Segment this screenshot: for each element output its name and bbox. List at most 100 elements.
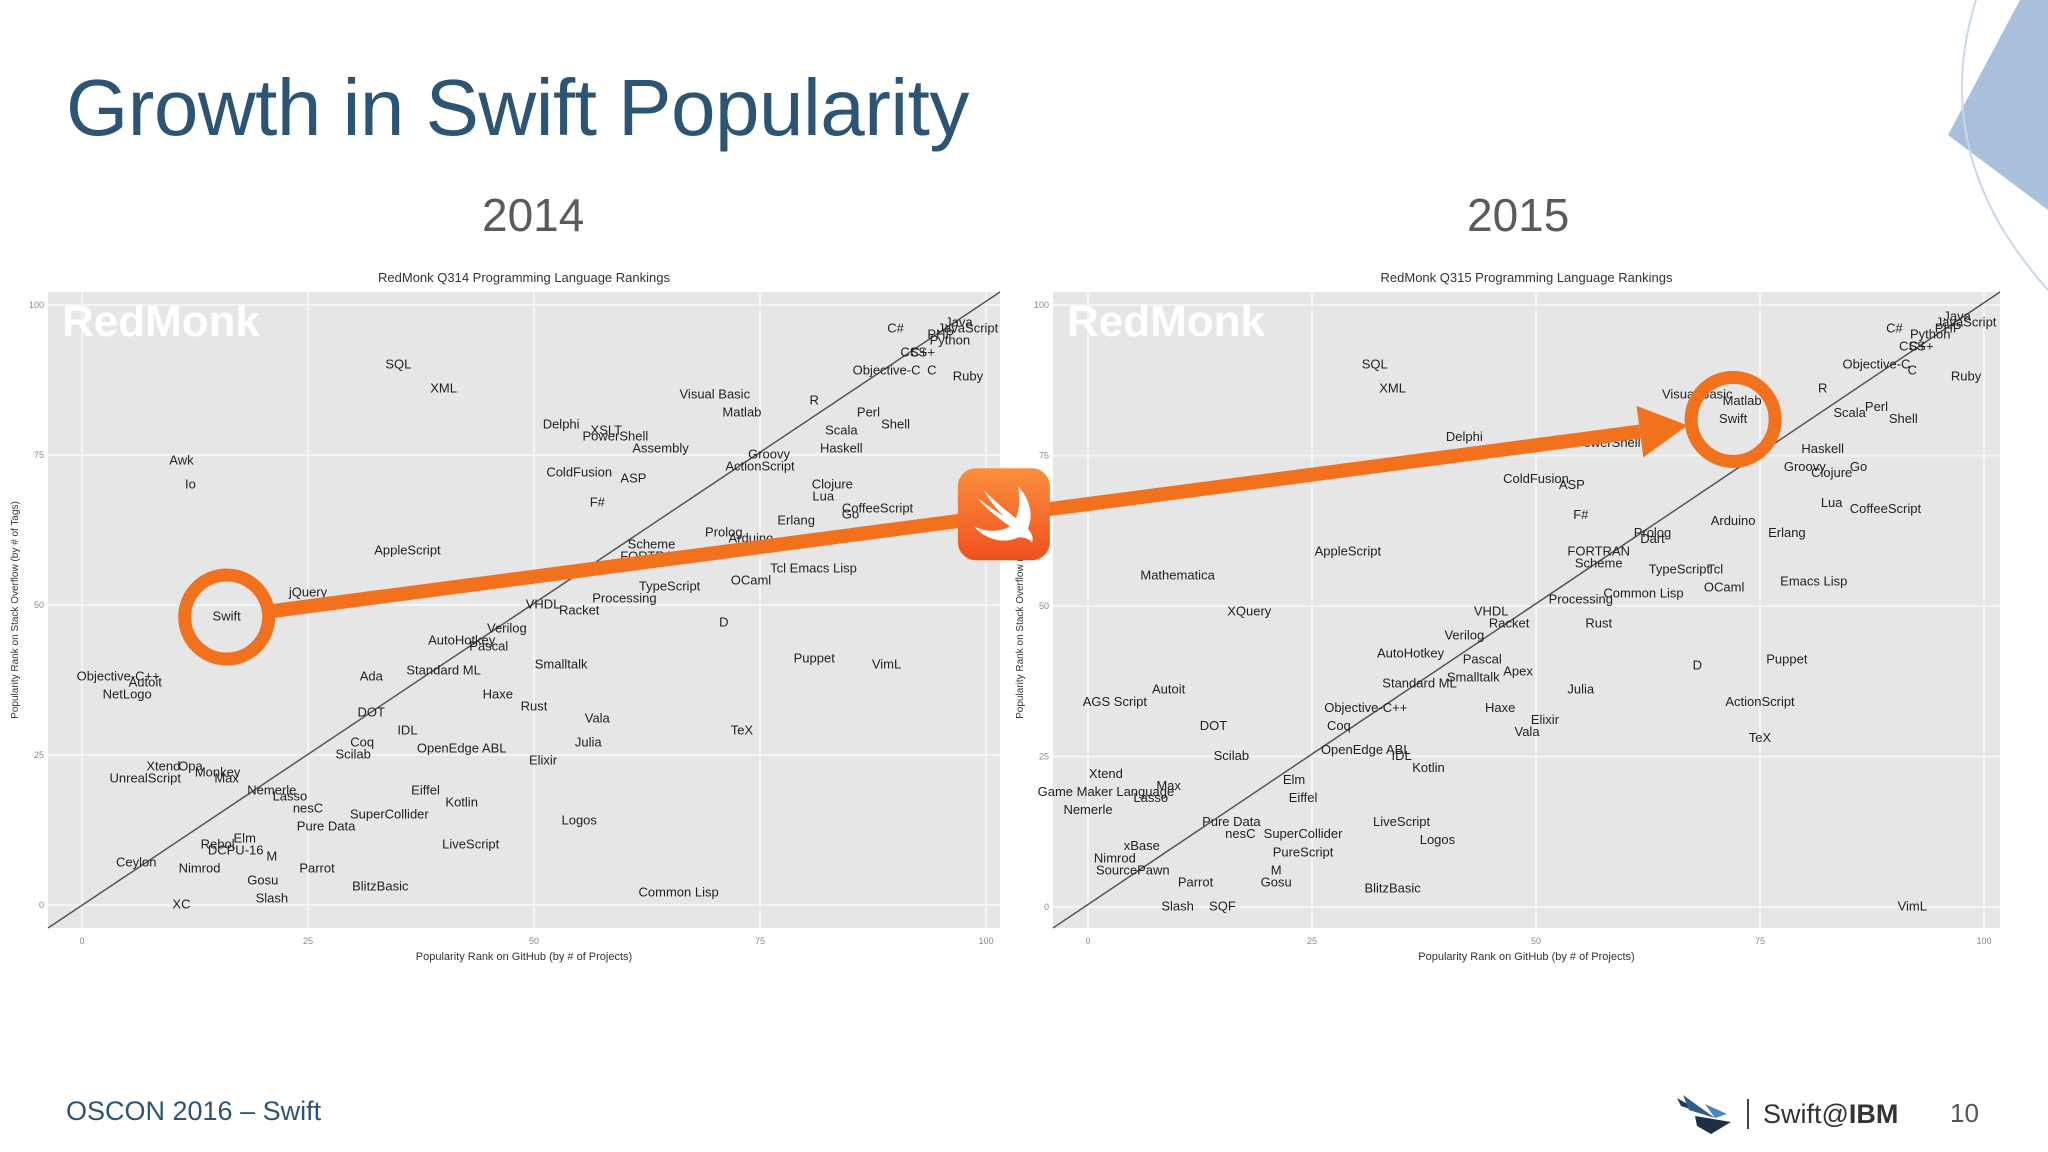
point-label: Visual Basic	[680, 386, 751, 401]
point-label: C	[1908, 363, 1917, 378]
point-label: Groovy	[1784, 459, 1826, 474]
point-label: M	[1271, 862, 1282, 877]
point-label: Erlang	[777, 512, 815, 527]
point-label: Go	[842, 506, 859, 521]
point-label: xBase	[1124, 838, 1160, 853]
point-label: Scala	[825, 422, 858, 437]
point-label: UnrealScript	[110, 770, 182, 785]
point-label: OCaml	[1704, 579, 1745, 594]
x-axis-label: Popularity Rank on GitHub (by # of Proje…	[416, 951, 632, 963]
point-label: Scilab	[1214, 748, 1249, 763]
point-label: Java	[945, 314, 973, 329]
point-label: Haxe	[483, 686, 513, 701]
point-label: Eiffel	[411, 782, 440, 797]
point-label: Standard ML	[406, 662, 480, 677]
point-label: PureScript	[1273, 844, 1334, 859]
y-tick-label: 25	[1039, 752, 1049, 762]
point-label: Elixir	[529, 752, 558, 767]
point-label: XML	[430, 380, 457, 395]
point-label: SQL	[1362, 357, 1388, 372]
point-label: BlitzBasic	[352, 878, 409, 893]
point-label: PHP	[1935, 321, 1962, 336]
point-label: JavaScript	[1936, 314, 1997, 329]
point-label: Rust	[1585, 615, 1612, 630]
point-label: ActionScript	[1725, 694, 1795, 709]
brand-separator	[1747, 1099, 1749, 1129]
point-label: Slash	[256, 890, 289, 905]
point-label: Mathematica	[1140, 567, 1215, 582]
year-label-2015: 2015	[1467, 189, 1570, 241]
point-label: DOT	[1200, 718, 1228, 733]
point-label: Pascal	[469, 638, 508, 653]
point-label: Standard ML	[1382, 676, 1456, 691]
x-tick-label: 100	[1976, 936, 1991, 946]
point-label: Emacs Lisp	[1780, 573, 1847, 588]
point-label: Puppet	[1766, 652, 1808, 667]
point-label: Kotlin	[1412, 760, 1445, 775]
point-label: OpenEdge ABL	[417, 740, 507, 755]
point-label: Objective-C	[1843, 357, 1911, 372]
point-label: Julia	[575, 734, 603, 749]
point-label: Opa	[178, 758, 203, 773]
point-label: Common Lisp	[639, 884, 719, 899]
brand-text: Swift@IBM	[1763, 1099, 1898, 1130]
point-label: Groovy	[748, 446, 790, 461]
point-label: Elm	[234, 830, 256, 845]
point-label: XSLT	[591, 422, 623, 437]
point-label: ColdFusion	[546, 464, 612, 479]
point-label: Scheme	[1575, 555, 1623, 570]
point-label: TeX	[731, 722, 754, 737]
point-label: Tcl	[1707, 561, 1723, 576]
point-label: Io	[185, 476, 196, 491]
point-label: Racket	[559, 602, 600, 617]
point-label: D	[719, 614, 728, 629]
point-label: Emacs Lisp	[790, 560, 857, 575]
point-label: Logos	[561, 812, 597, 827]
redmonk-chart-2014: 0 25 50 75 100 0 25 50 75 100 RedMonk RedMonk Q314 …	[10, 270, 1001, 963]
point-label: Monkey	[195, 764, 241, 779]
point-label: Scheme	[628, 536, 676, 551]
point-label: Java	[1943, 308, 1971, 323]
point-label: Parrot	[1178, 874, 1214, 889]
point-label: SuperCollider	[350, 806, 429, 821]
swift-highlight-circle-2015	[1684, 370, 1782, 468]
point-label: Eiffel	[1289, 790, 1318, 805]
point-label: jQuery	[288, 584, 328, 599]
point-label: Max	[214, 770, 239, 785]
point-label: FORTRAN	[1567, 543, 1630, 558]
point-label: Lua	[812, 488, 834, 503]
point-label: TypeScript	[1649, 561, 1711, 576]
point-label: AutoHotkey	[428, 632, 496, 647]
point-label: Common Lisp	[1603, 585, 1683, 600]
point-label: Shell	[881, 416, 910, 431]
point-label: Lua	[1821, 495, 1843, 510]
point-label: Tcl	[770, 560, 786, 575]
point-label: JavaScript	[938, 320, 999, 335]
point-label: Objective-C++	[1324, 700, 1407, 715]
point-label: C++	[910, 344, 935, 359]
point-label: PowerShell	[582, 428, 648, 443]
point-label: PHP	[927, 326, 954, 341]
point-label: Verilog	[487, 620, 527, 635]
brand-prefix: Swift@	[1763, 1098, 1849, 1129]
point-label: Ruby	[1951, 369, 1982, 384]
x-tick-label: 0	[79, 936, 84, 946]
point-label: IDL	[1391, 748, 1411, 763]
point-label: Gosu	[1261, 874, 1292, 889]
slide-title: Growth in Swift Popularity	[66, 63, 969, 152]
point-label: C	[927, 362, 936, 377]
y-tick-label: 100	[1034, 300, 1049, 310]
point-label: Nemerle	[1063, 802, 1112, 817]
point-label: Vala	[585, 710, 611, 725]
point-label: F#	[1573, 507, 1589, 522]
point-label: BlitzBasic	[1364, 880, 1421, 895]
x-tick-label: 100	[978, 936, 993, 946]
point-label: NetLogo	[103, 686, 152, 701]
point-label: SuperCollider	[1264, 826, 1343, 841]
swift-highlight-circle-2014	[178, 568, 276, 666]
point-label: Nemerle	[247, 782, 296, 797]
point-label: Haskell	[820, 440, 863, 455]
point-label: Objective-C++	[77, 668, 160, 683]
point-label: Processing	[1549, 591, 1613, 606]
point-label: Clojure	[812, 476, 853, 491]
